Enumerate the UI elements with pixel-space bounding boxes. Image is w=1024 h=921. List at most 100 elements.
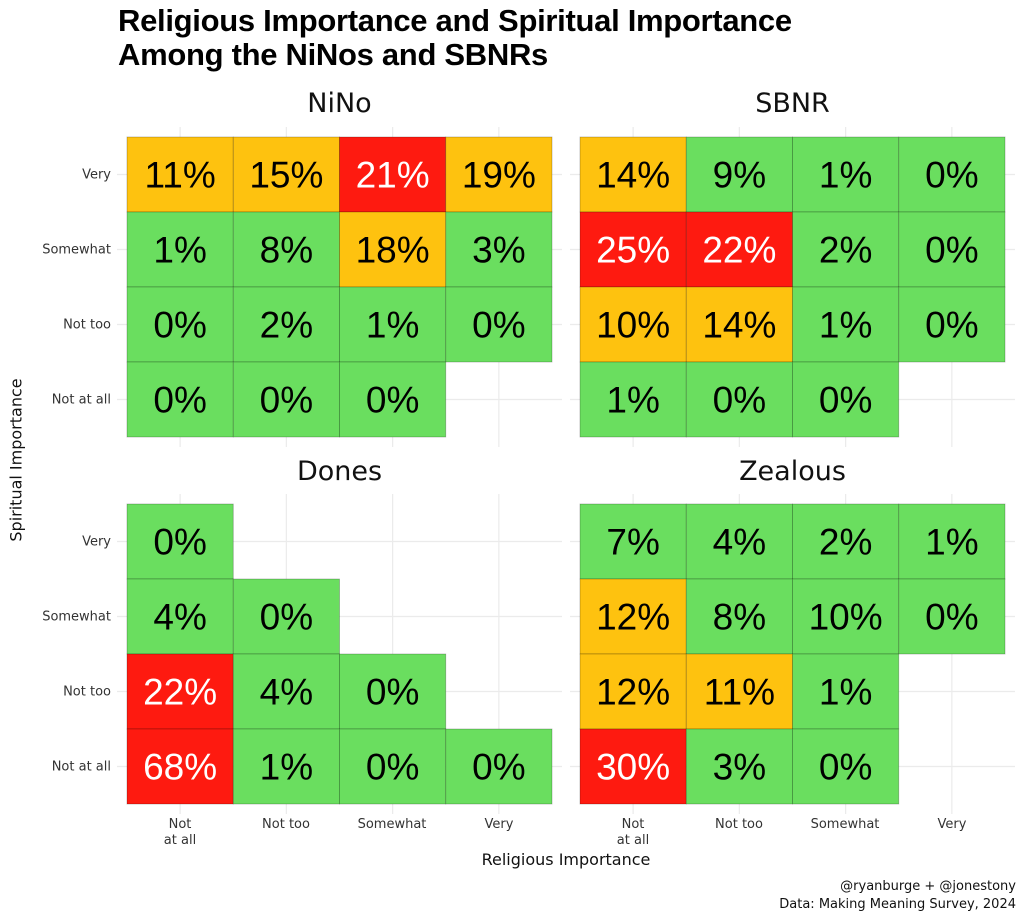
heatmap-cell-label: 15%	[249, 155, 323, 196]
heatmap-cell-label: 8%	[260, 230, 313, 271]
heatmap-cell-label: 3%	[713, 747, 766, 788]
y-tick-bottom-somewhat: Somewhat	[42, 609, 111, 625]
x-tick-left-not-at-all: Not at all	[130, 817, 230, 849]
heatmap-cell-label: 22%	[702, 230, 776, 271]
heatmap-cell-sbnr-2-3	[898, 286, 1006, 363]
heatmap-cell-label: 0%	[819, 747, 872, 788]
heatmap-cell-label: 0%	[925, 305, 978, 346]
heatmap-cell-dones-2-0	[126, 653, 234, 730]
panel-nino: 11% 15% 21% 19% 1% 8% 18% 3% 0% 2% 1% 0% 0% 0% 0%	[117, 127, 562, 447]
heatmap-cell-label: 0%	[260, 597, 313, 638]
heatmap-cell-label: 11%	[704, 672, 775, 713]
x-axis-title: Religious Importance	[481, 850, 651, 869]
heatmap-cell-label: 0%	[925, 597, 978, 638]
heatmap-cell-label: 0%	[819, 380, 872, 421]
panel-title-zealous: Zealous	[739, 456, 846, 487]
heatmap-cell-zealous-1-2	[792, 578, 900, 655]
panel-title-sbnr: SBNR	[755, 88, 830, 119]
heatmap-cell-label: 8%	[713, 597, 766, 638]
heatmap-cell-label: 2%	[819, 230, 872, 271]
y-axis-title: Spiritual Importance	[4, 300, 28, 620]
heatmap-cell-label: 9%	[713, 155, 766, 196]
heatmap-cell-zealous-1-3	[898, 578, 1006, 655]
x-tick-right-somewhat: Somewhat	[810, 817, 880, 832]
heatmap-cell-zealous-0-3	[898, 503, 1006, 580]
x-tick-left-not-too: Not too	[262, 817, 310, 832]
heatmap-cell-nino-2-3	[445, 286, 553, 363]
heatmap-cell-nino-1-1	[232, 211, 340, 288]
heatmap-cell-label: 18%	[356, 230, 430, 271]
panel-zealous: 7% 4% 2% 1% 12% 8% 10% 0% 12% 11% 1% 30% 3% 0%	[570, 494, 1015, 814]
heatmap-cell-zealous-0-1	[685, 503, 793, 580]
heatmap-cell-dones-1-1	[232, 578, 340, 655]
heatmap-cell-nino-3-1	[232, 361, 340, 438]
heatmap-cell-nino-2-1	[232, 286, 340, 363]
heatmap-cell-zealous-3-2	[792, 728, 900, 805]
heatmap-cell-sbnr-0-1	[685, 136, 793, 213]
x-tick-line: Not	[168, 817, 192, 832]
heatmap-cell-label: 10%	[809, 597, 883, 638]
heatmap-cell-label: 0%	[366, 380, 419, 421]
heatmap-cell-dones-3-2	[339, 728, 447, 805]
heatmap-cell-label: 30%	[596, 747, 670, 788]
heatmap-cell-nino-2-2	[339, 286, 447, 363]
heatmap-cell-label: 4%	[713, 522, 766, 563]
heatmap-cell-dones-1-0	[126, 578, 234, 655]
heatmap-cell-label: 0%	[153, 522, 206, 563]
heatmap-cell-label: 4%	[153, 597, 206, 638]
heatmap-cell-label: 3%	[472, 230, 525, 271]
panel-title-nino: NiNo	[307, 88, 372, 119]
heatmap-cell-dones-2-2	[339, 653, 447, 730]
heatmap-cell-sbnr-1-1	[685, 211, 793, 288]
caption: @ryanburge + @jonestony Data: Making Mea…	[779, 878, 1016, 914]
heatmap-cell-zealous-2-2	[792, 653, 900, 730]
heatmap-cell-label: 22%	[143, 672, 217, 713]
heatmap-cell-sbnr-2-2	[792, 286, 900, 363]
y-axis-title-text: Spiritual Importance	[6, 378, 26, 542]
heatmap-cell-label: 1%	[606, 380, 659, 421]
y-tick-top-very: Very	[82, 167, 111, 183]
heatmap-cell-label: 1%	[925, 522, 978, 563]
heatmap-cell-label: 19%	[462, 155, 536, 196]
heatmap-cell-zealous-1-0	[579, 578, 687, 655]
heatmap-cell-label: 14%	[596, 155, 670, 196]
heatmap-cell-zealous-2-0	[579, 653, 687, 730]
heatmap-cell-zealous-2-1	[685, 653, 793, 730]
heatmap-cell-label: 0%	[925, 230, 978, 271]
heatmap-cell-label: 14%	[702, 305, 776, 346]
heatmap-cell-label: 0%	[366, 672, 419, 713]
heatmap-cell-label: 68%	[143, 747, 217, 788]
panel-title-dones: Dones	[296, 456, 383, 487]
heatmap-cell-label: 0%	[472, 305, 525, 346]
heatmap-cell-label: 1%	[819, 672, 872, 713]
heatmap-cell-sbnr-0-2	[792, 136, 900, 213]
panel-dones: 0% 4% 0% 22% 4% 0% 68% 1% 0% 0%	[117, 494, 562, 814]
x-tick-right-very: Very	[937, 817, 967, 832]
heatmap-cell-sbnr-3-1	[685, 361, 793, 438]
heatmap-cell-label: 11%	[144, 155, 215, 196]
y-tick-top-not-at-all: Not at all	[51, 392, 111, 408]
heatmap-cell-dones-0-0	[126, 503, 234, 580]
caption-credit: @ryanburge + @jonestony	[840, 879, 1016, 894]
heatmap-cell-label: 4%	[260, 672, 313, 713]
heatmap-cell-zealous-3-0	[579, 728, 687, 805]
x-tick-line: at all	[163, 833, 197, 848]
heatmap-cell-label: 0%	[366, 747, 419, 788]
heatmap-cell-label: 10%	[596, 305, 670, 346]
heatmap-cell-label: 12%	[596, 597, 670, 638]
heatmap-cell-dones-3-3	[445, 728, 553, 805]
heatmap-cell-nino-1-3	[445, 211, 553, 288]
heatmap-cell-zealous-3-1	[685, 728, 793, 805]
heatmap-cell-nino-0-1	[232, 136, 340, 213]
y-tick-bottom-very: Very	[82, 534, 111, 550]
x-tick-right-not-at-all: Not at all	[583, 817, 683, 849]
chart-title-line-2: Among the NiNos and SBNRs	[118, 37, 548, 72]
heatmap-cell-zealous-0-2	[792, 503, 900, 580]
heatmap-cell-label: 25%	[596, 230, 670, 271]
heatmap-cell-label: 0%	[153, 380, 206, 421]
chart-title: Religious Importance and Spiritual Impor…	[118, 4, 792, 72]
y-tick-bottom-not-too: Not too	[63, 684, 111, 700]
x-tick-right-not-too: Not too	[715, 817, 763, 832]
heatmap-cell-nino-3-0	[126, 361, 234, 438]
heatmap-cell-label: 7%	[606, 522, 659, 563]
